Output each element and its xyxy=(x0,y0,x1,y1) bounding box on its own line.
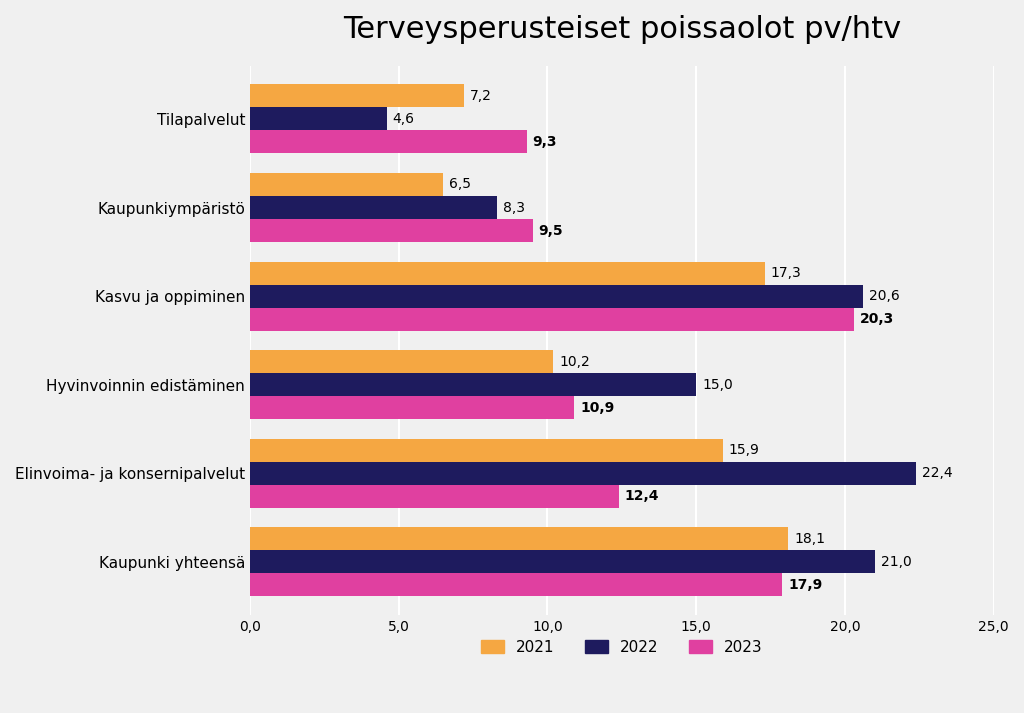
Text: 20,6: 20,6 xyxy=(868,289,899,303)
Bar xyxy=(250,573,782,597)
Text: 12,4: 12,4 xyxy=(625,489,659,503)
Text: 21,0: 21,0 xyxy=(881,555,911,569)
Text: 15,0: 15,0 xyxy=(702,378,733,391)
Text: 10,9: 10,9 xyxy=(581,401,614,415)
Title: Terveysperusteiset poissaolot pv/htv: Terveysperusteiset poissaolot pv/htv xyxy=(343,15,901,44)
Bar xyxy=(250,284,863,307)
Legend: 2021, 2022, 2023: 2021, 2022, 2023 xyxy=(473,632,770,662)
Bar xyxy=(250,550,874,573)
Text: 18,1: 18,1 xyxy=(795,532,825,546)
Bar xyxy=(250,173,443,196)
Bar xyxy=(250,84,464,108)
Bar xyxy=(250,485,618,508)
Text: 22,4: 22,4 xyxy=(923,466,953,481)
Text: 17,9: 17,9 xyxy=(788,578,822,592)
Bar xyxy=(250,396,574,419)
Text: 6,5: 6,5 xyxy=(450,178,471,192)
Text: 15,9: 15,9 xyxy=(729,443,760,457)
Text: 4,6: 4,6 xyxy=(393,112,415,126)
Bar xyxy=(250,130,526,153)
Text: 9,3: 9,3 xyxy=(532,135,557,149)
Text: 10,2: 10,2 xyxy=(559,354,590,369)
Bar xyxy=(250,528,788,550)
Text: 17,3: 17,3 xyxy=(771,266,802,280)
Text: 20,3: 20,3 xyxy=(860,312,894,326)
Bar xyxy=(250,307,854,331)
Bar xyxy=(250,373,696,396)
Bar xyxy=(250,262,765,284)
Bar xyxy=(250,219,532,242)
Text: 8,3: 8,3 xyxy=(503,200,525,215)
Text: 7,2: 7,2 xyxy=(470,89,492,103)
Text: 9,5: 9,5 xyxy=(539,224,563,237)
Bar xyxy=(250,108,387,130)
Bar xyxy=(250,462,916,485)
Bar xyxy=(250,196,497,219)
Bar xyxy=(250,438,723,462)
Bar xyxy=(250,350,553,373)
